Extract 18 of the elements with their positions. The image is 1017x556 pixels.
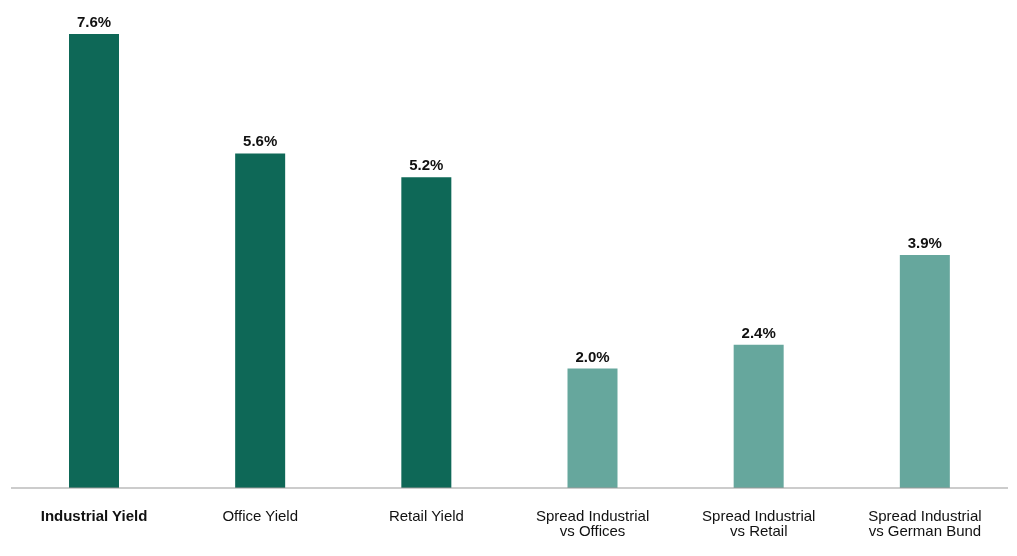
x-tick-label: Industrial Yield: [40, 506, 148, 524]
bar: [69, 34, 119, 488]
x-tick-label: Spread Industrial vs Offices: [535, 506, 650, 539]
bar: [235, 153, 286, 488]
bar: [567, 368, 618, 488]
bar: [733, 344, 784, 488]
bar: [401, 177, 452, 488]
x-tick-label: Spread Industrial vs German Bund: [868, 506, 982, 539]
data-label: 2.4%: [741, 323, 776, 341]
bar: [899, 255, 950, 488]
data-label: 5.6%: [243, 132, 278, 150]
data-label: 3.9%: [907, 234, 942, 252]
data-label: 5.2%: [409, 156, 444, 174]
x-tick-label: Office Yield: [222, 506, 299, 524]
x-tick-label: Spread Industrial vs Retail: [702, 506, 816, 539]
data-label: 2.0%: [575, 347, 610, 365]
data-label: 7.6%: [76, 13, 112, 30]
x-tick-label: Retail Yield: [388, 506, 464, 524]
